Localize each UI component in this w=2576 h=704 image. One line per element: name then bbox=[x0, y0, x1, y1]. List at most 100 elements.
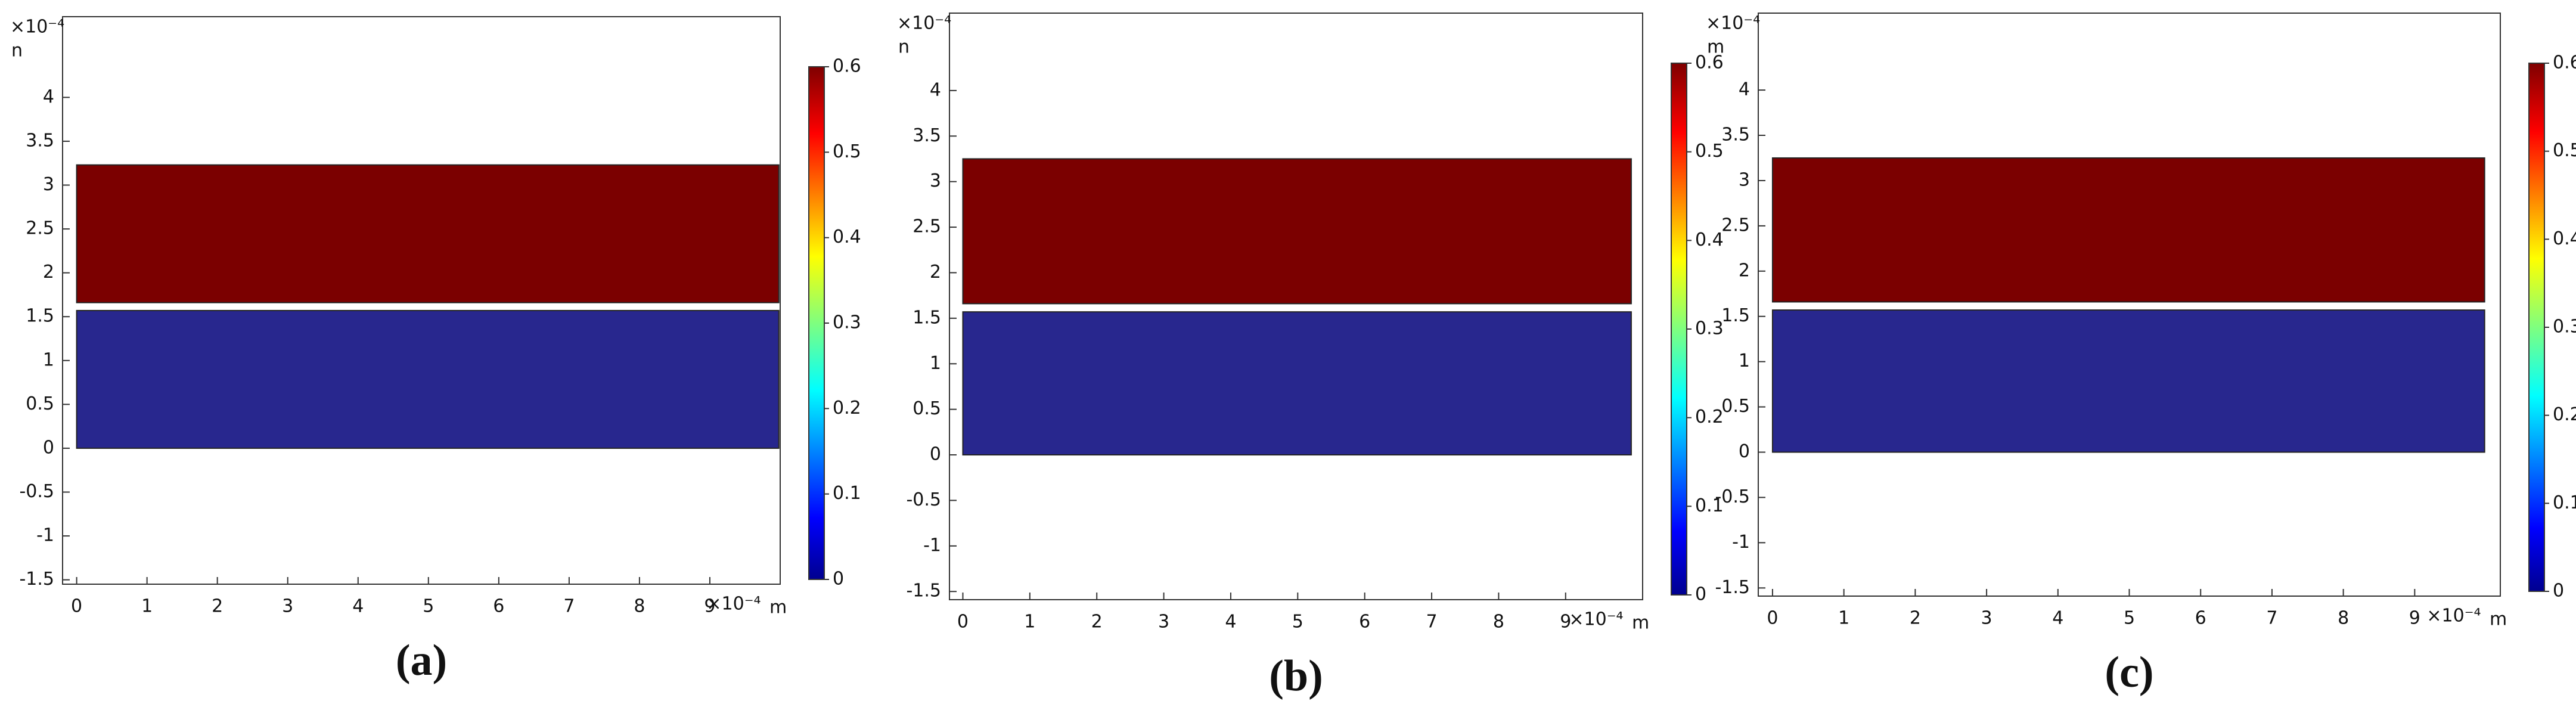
colorbar-tick-label: 0.4 bbox=[833, 227, 861, 247]
y-tick-label: 4 bbox=[930, 79, 941, 100]
x-tick-label: 3 bbox=[282, 596, 293, 617]
colorbar-tick-label: 0.6 bbox=[2553, 52, 2576, 73]
x-tick-label: 7 bbox=[563, 596, 575, 617]
panel-label: (c) bbox=[2105, 648, 2153, 697]
y-tick-label: 0 bbox=[1739, 441, 1750, 462]
panel-label: (a) bbox=[396, 636, 447, 685]
colorbar-tick-label: 0.3 bbox=[2553, 317, 2576, 337]
x-tick-label: 2 bbox=[1091, 612, 1103, 632]
colorbar-tick-label: 0.3 bbox=[1695, 318, 1724, 339]
y-tick-label: 0.5 bbox=[26, 393, 54, 414]
colorbar-tick-label: 0.2 bbox=[2553, 404, 2576, 425]
colorbar-tick-label: 0 bbox=[2553, 581, 2564, 601]
x-tick-label: 9 bbox=[2409, 608, 2420, 629]
y-tick-label: 3 bbox=[43, 174, 54, 195]
y-tick-label: -0.5 bbox=[19, 481, 54, 502]
y-tick-label: -1.5 bbox=[906, 581, 941, 601]
y-tick-label: -1 bbox=[36, 525, 54, 546]
x-tick-label: 7 bbox=[2266, 608, 2277, 629]
y-unit: n bbox=[11, 41, 23, 61]
x-tick-label: 8 bbox=[2338, 608, 2349, 629]
axes-frame bbox=[949, 13, 1643, 600]
x-tick-label: 0 bbox=[957, 612, 969, 632]
panel-label: (b) bbox=[1269, 652, 1323, 700]
colorbar-tick-label: 0.4 bbox=[1695, 230, 1724, 250]
x-tick-label: 1 bbox=[141, 596, 153, 617]
y-tick-label: 1 bbox=[930, 353, 941, 374]
panel: 0 1 2 3 4 5 6 7 8 9 -1.5 -1 -0.5 0 0.5 1 1.5 2 2.5 3 3.5 4 ×10… bbox=[10, 16, 861, 685]
y-tick-label: 3.5 bbox=[913, 125, 941, 146]
y-tick-label: 2.5 bbox=[1721, 215, 1750, 235]
x-exponent: ×10⁻⁴ bbox=[706, 594, 761, 615]
axes-frame bbox=[1758, 13, 2501, 597]
x-tick-label: 5 bbox=[1292, 612, 1303, 632]
colorbar-tick-label: 0.3 bbox=[833, 312, 861, 333]
y-tick-label: 3 bbox=[930, 170, 941, 191]
y-tick-label: -0.5 bbox=[906, 489, 941, 510]
y-tick-label: 0 bbox=[43, 437, 54, 458]
x-tick-label: 0 bbox=[71, 596, 82, 617]
panel: 0 1 2 3 4 5 6 7 8 9 -1.5 -1 -0.5 0 0.5 1 1.5 2 2.5 3 3.5 4 ×10… bbox=[897, 13, 1724, 700]
x-tick-label: 2 bbox=[1910, 608, 1921, 629]
x-tick-label: 9 bbox=[704, 596, 715, 617]
y-tick-label: 1 bbox=[1739, 351, 1750, 371]
x-tick-label: 8 bbox=[634, 596, 645, 617]
y-exponent: ×10⁻⁴ bbox=[897, 13, 951, 34]
y-tick-label: 2 bbox=[1739, 260, 1750, 281]
x-tick-label: 0 bbox=[1767, 608, 1778, 629]
x-tick-label: 3 bbox=[1981, 608, 1992, 629]
x-tick-label: 4 bbox=[352, 596, 364, 617]
x-tick-label: 1 bbox=[1024, 612, 1035, 632]
colorbar-tick-label: 0 bbox=[1695, 584, 1706, 605]
x-unit: m bbox=[2490, 609, 2507, 630]
y-tick-label: 4 bbox=[1739, 79, 1750, 100]
domain-region bbox=[76, 164, 780, 303]
y-tick-label: 1.5 bbox=[1721, 305, 1750, 326]
y-tick-label: -0.5 bbox=[1715, 486, 1750, 507]
colorbar-tick-label: 0.1 bbox=[2553, 492, 2576, 513]
domain-region bbox=[76, 309, 780, 449]
x-tick-label: 7 bbox=[1426, 612, 1437, 632]
y-tick-label: 2.5 bbox=[26, 218, 54, 239]
x-tick-label: 3 bbox=[1158, 612, 1169, 632]
colorbar-tick-label: 0.6 bbox=[833, 56, 861, 77]
domain-region bbox=[962, 158, 1632, 305]
colorbar-tick-label: 0.2 bbox=[1695, 407, 1724, 427]
y-tick-label: 3.5 bbox=[1721, 125, 1750, 145]
colorbar bbox=[2528, 63, 2545, 592]
y-tick-label: 1 bbox=[43, 349, 54, 370]
y-unit: m bbox=[1707, 37, 1724, 58]
y-tick-label: 0.5 bbox=[913, 398, 941, 419]
x-tick-label: 6 bbox=[493, 596, 504, 617]
panel: 0 1 2 3 4 5 6 7 8 9 -1.5 -1 -0.5 0 0.5 1 1.5 2 2.5 3 3.5 4 ×10… bbox=[1706, 13, 2576, 697]
x-tick-label: 6 bbox=[1359, 612, 1370, 632]
colorbar-tick-label: 0.1 bbox=[1695, 495, 1724, 516]
colorbar bbox=[808, 66, 825, 580]
colorbar bbox=[1671, 63, 1687, 596]
colorbar-tick-label: 0.4 bbox=[2553, 228, 2576, 249]
y-tick-label: 4 bbox=[43, 86, 54, 107]
axes-frame bbox=[62, 16, 781, 585]
x-exponent: ×10⁻⁴ bbox=[2426, 606, 2481, 627]
colorbar-tick-label: 0.5 bbox=[2553, 140, 2576, 161]
y-tick-label: 1.5 bbox=[26, 306, 54, 327]
y-exponent: ×10⁻⁴ bbox=[10, 17, 64, 38]
y-tick-label: 3.5 bbox=[26, 130, 54, 151]
y-exponent: ×10⁻⁴ bbox=[1706, 13, 1760, 34]
y-tick-label: 0 bbox=[930, 444, 941, 465]
colorbar-tick-label: 0.1 bbox=[833, 483, 861, 504]
x-unit: m bbox=[769, 597, 787, 618]
x-unit: m bbox=[1632, 613, 1649, 634]
x-tick-label: 8 bbox=[1493, 612, 1504, 632]
y-tick-label: 2 bbox=[930, 262, 941, 283]
x-tick-label: 9 bbox=[1560, 612, 1571, 632]
colorbar-tick-label: 0.5 bbox=[1695, 141, 1724, 162]
x-tick-label: 2 bbox=[212, 596, 223, 617]
y-tick-label: -1 bbox=[1732, 532, 1750, 553]
y-tick-label: -1 bbox=[923, 535, 941, 556]
y-unit: n bbox=[898, 37, 910, 58]
x-exponent: ×10⁻⁴ bbox=[1569, 609, 1623, 630]
colorbar-tick-label: 0.5 bbox=[833, 141, 861, 162]
x-tick-label: 5 bbox=[423, 596, 434, 617]
